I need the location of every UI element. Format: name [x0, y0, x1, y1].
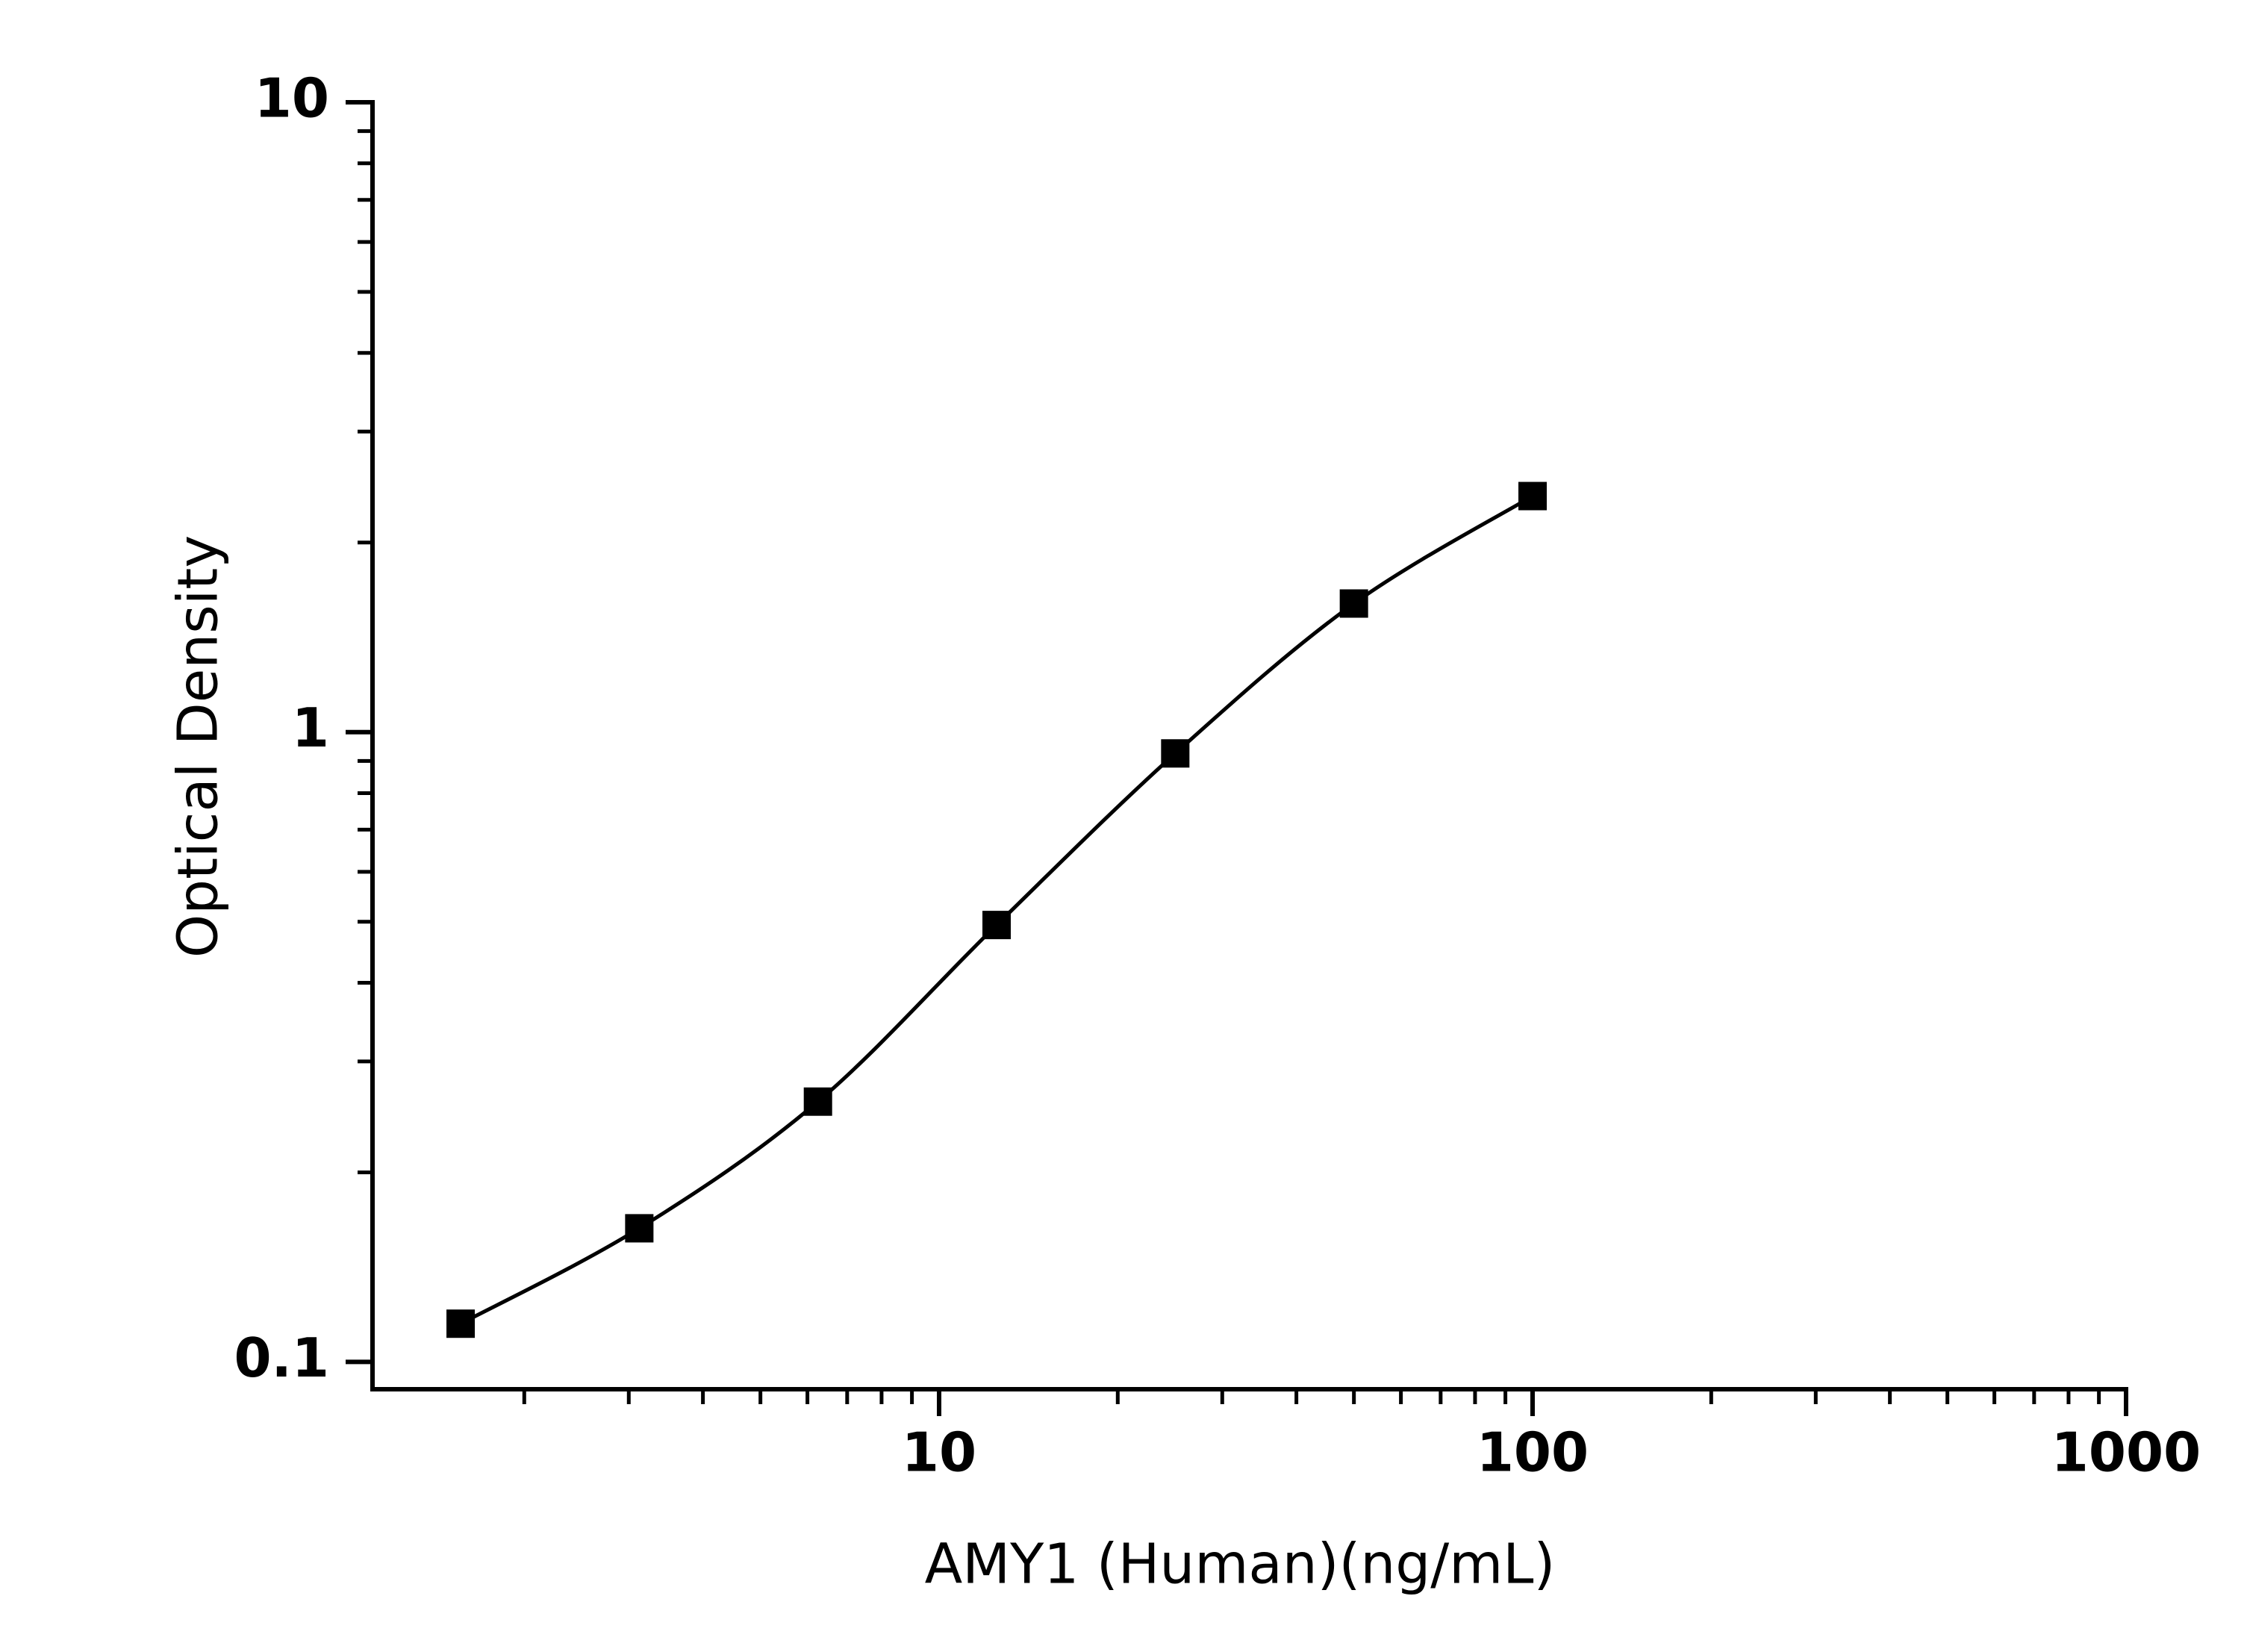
- data-point: [625, 1214, 654, 1243]
- x-tick-label: 100: [1477, 1421, 1589, 1484]
- data-point: [1518, 481, 1547, 511]
- x-axis-title: AMY1 (Human)(ng/mL): [925, 1533, 1556, 1597]
- x-tick-label: 10: [902, 1421, 976, 1484]
- data-point: [982, 911, 1012, 940]
- data-point: [446, 1309, 476, 1338]
- y-tick-label: 10: [255, 67, 329, 130]
- y-tick-label: 0.1: [234, 1327, 329, 1389]
- y-tick-label: 1: [292, 696, 329, 759]
- x-tick-label: 1000: [2051, 1421, 2201, 1484]
- data-point: [1339, 589, 1368, 618]
- y-axis-title: Optical Density: [166, 535, 231, 958]
- data-point: [803, 1087, 832, 1116]
- data-point: [1161, 739, 1190, 768]
